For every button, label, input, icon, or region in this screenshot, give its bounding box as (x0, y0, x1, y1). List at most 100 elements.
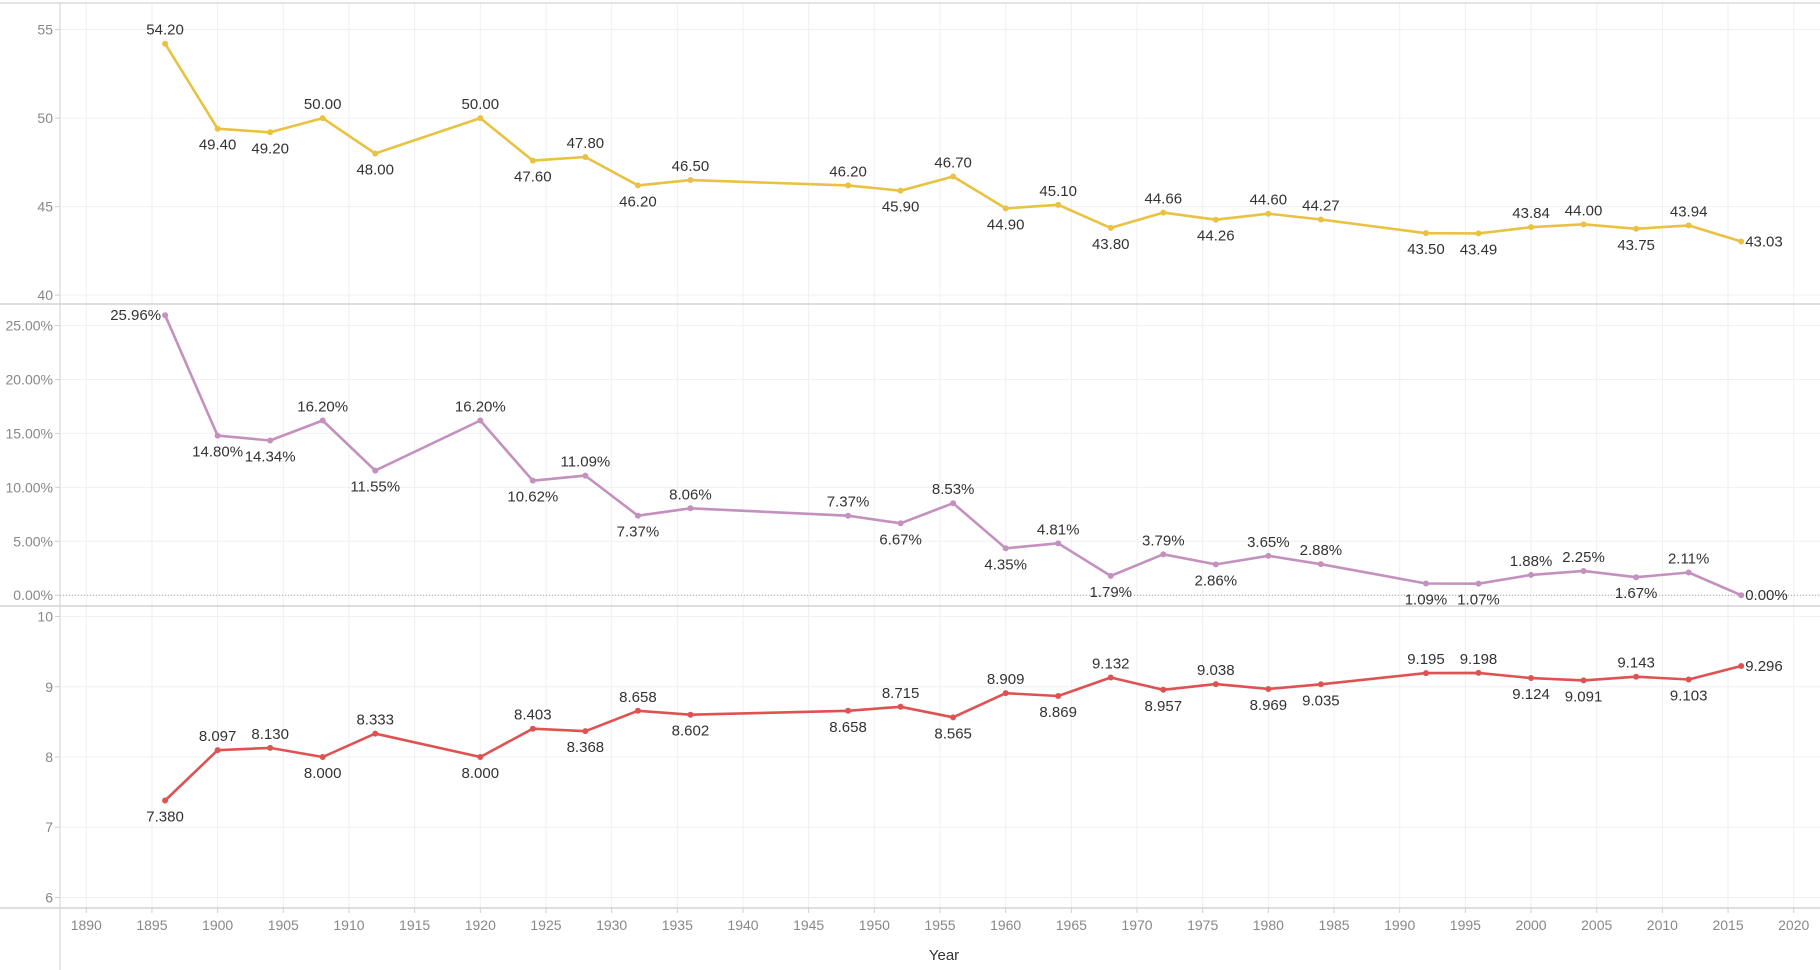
data-point (1738, 592, 1745, 599)
data-label: 14.34% (245, 449, 296, 466)
data-label: 47.60 (514, 169, 552, 186)
x-tick-label: 2005 (1581, 917, 1612, 933)
y-tick-label: 45 (37, 199, 53, 215)
data-label: 2.25% (1562, 549, 1605, 566)
data-label: 43.84 (1512, 205, 1550, 222)
x-tick-label: 1955 (924, 917, 955, 933)
x-tick-label: 2015 (1712, 917, 1743, 933)
data-point (267, 129, 274, 136)
data-point (267, 744, 274, 751)
data-point (477, 417, 484, 424)
x-tick-label: 1965 (1056, 917, 1087, 933)
data-label: 16.20% (455, 398, 506, 415)
x-tick-label: 1960 (990, 917, 1021, 933)
data-point (529, 477, 536, 484)
x-tick-label: 1890 (71, 917, 102, 933)
series-line (163, 43, 1742, 243)
data-label: 50.00 (462, 96, 500, 113)
chart-panels: 40 45 50 55 54.20 49.40 49.20 50.00 48.00 50.00 47… (6, 22, 1820, 905)
data-point (1685, 569, 1692, 576)
data-label: 44.00 (1565, 202, 1603, 219)
data-label: 46.70 (934, 155, 972, 172)
data-point (1212, 216, 1219, 223)
data-point (1107, 224, 1114, 231)
data-label: 46.50 (672, 158, 710, 175)
data-label: 25.96% (110, 307, 161, 324)
data-label: 1.09% (1405, 591, 1448, 608)
data-label: 8.368 (567, 739, 605, 756)
x-tick-label: 1970 (1121, 917, 1152, 933)
data-point (1265, 685, 1272, 692)
data-point (1422, 230, 1429, 237)
data-point (1738, 662, 1745, 669)
data-label: 45.90 (882, 199, 920, 216)
data-label: 43.75 (1617, 237, 1655, 254)
x-tick-label: 1925 (530, 917, 561, 933)
data-label: 1.07% (1457, 592, 1500, 609)
data-label: 43.49 (1460, 241, 1498, 258)
data-point (687, 711, 694, 718)
data-label: 7.380 (146, 809, 184, 826)
y-tick-label: 8 (45, 749, 53, 765)
data-label: 49.40 (199, 137, 237, 154)
data-point (372, 730, 379, 737)
data-label: 8.403 (514, 707, 552, 724)
data-point (1475, 230, 1482, 237)
data-point (529, 725, 536, 732)
data-point (214, 125, 221, 132)
data-point (162, 40, 169, 47)
data-label: 4.81% (1037, 521, 1080, 538)
data-point (845, 707, 852, 714)
data-label: 7.37% (827, 494, 870, 511)
y-tick-label: 25.00% (6, 318, 53, 334)
data-point (1580, 567, 1587, 574)
data-point (1265, 210, 1272, 217)
data-point (1422, 670, 1429, 677)
data-label: 1.67% (1615, 585, 1658, 602)
data-label: 46.20 (619, 193, 657, 210)
data-point (319, 754, 326, 760)
data-label: 8.909 (987, 671, 1025, 688)
data-label: 43.50 (1407, 241, 1445, 258)
data-point (950, 500, 957, 507)
data-point (1055, 201, 1062, 208)
data-label: 8.957 (1145, 698, 1183, 715)
y-tick-label: 0.00% (13, 587, 53, 603)
data-point (1212, 681, 1219, 688)
x-tick-label: 1895 (136, 917, 167, 933)
data-label: 47.80 (567, 135, 605, 152)
data-point (1685, 676, 1692, 683)
x-tick-label: 1930 (596, 917, 627, 933)
data-point (1160, 209, 1167, 216)
data-point (1475, 580, 1482, 587)
y-tick-label: 5.00% (13, 533, 53, 549)
x-tick-label: 1950 (859, 917, 890, 933)
data-label: 1.79% (1089, 584, 1132, 601)
x-tick-label: 1985 (1318, 917, 1349, 933)
data-point (1317, 216, 1324, 223)
data-label: 44.60 (1250, 192, 1288, 209)
y-tick-label: 10.00% (6, 479, 53, 495)
data-point (1055, 540, 1062, 547)
data-point (1580, 677, 1587, 684)
data-label: 54.20 (146, 22, 184, 39)
data-point (687, 505, 694, 512)
data-point (1528, 571, 1535, 578)
data-label: 2.11% (1668, 550, 1709, 567)
data-label: 44.90 (987, 216, 1025, 233)
x-tick-label: 1920 (465, 917, 496, 933)
data-label: 8.969 (1250, 697, 1288, 714)
data-point (1633, 574, 1640, 581)
data-point (1002, 205, 1009, 212)
data-point (372, 467, 379, 474)
data-label: 8.658 (619, 689, 657, 706)
data-point (1002, 545, 1009, 552)
y-tick-label: 7 (45, 819, 53, 835)
data-label: 8.565 (934, 725, 972, 742)
data-point (214, 747, 221, 754)
x-tick-label: 2000 (1515, 917, 1546, 933)
data-point (1265, 552, 1272, 559)
data-label: 8.097 (199, 728, 237, 745)
x-tick-label: 1900 (202, 917, 233, 933)
data-point (1528, 675, 1535, 682)
